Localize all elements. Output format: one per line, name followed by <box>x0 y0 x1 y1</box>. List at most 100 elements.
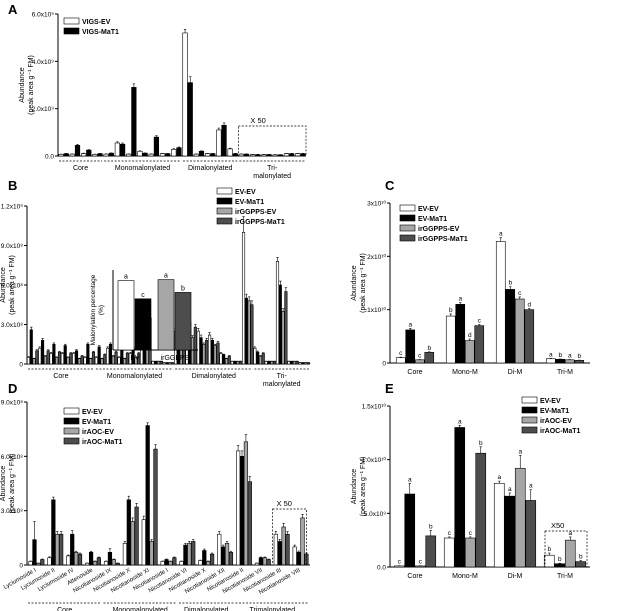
bar-E-EV-EV <box>443 537 455 568</box>
bar-B-EV-EV <box>287 361 291 365</box>
legend-label: EV-MaT1 <box>540 408 569 415</box>
bar-B-EV-MaT1 <box>86 343 90 365</box>
panel-c: C 0 1x10¹⁰ 2x10¹⁰ 3x10¹⁰ Abundance (peak area … <box>351 178 590 376</box>
legend-label: irGGPPS-MaT1 <box>235 219 285 226</box>
bar-E-irAOC-EV <box>414 565 426 568</box>
bar-A-VIGS-EV <box>148 153 154 157</box>
bar-A-VIGS-EV <box>114 142 120 157</box>
legend-swatch <box>63 427 80 435</box>
legend-label: irAOC-MaT1 <box>540 428 581 435</box>
bar-A-VIGS-EV <box>182 32 188 157</box>
bar-C-EV-EV <box>395 357 406 364</box>
y-tick-label: 1.5x10¹⁰ <box>362 403 387 411</box>
bar-B-EV-MaT1 <box>52 343 56 365</box>
x-tick-label: Tri-M <box>557 369 573 376</box>
scale-annotation: X50 <box>551 521 564 530</box>
bar-B-EV-MaT1 <box>301 362 305 365</box>
bar-B-EV-EV <box>162 362 166 365</box>
bar-B-EV-EV <box>219 353 223 365</box>
bar-E-EV-MaT1 <box>454 427 466 568</box>
bar-C-EV-MaT1 <box>405 329 416 364</box>
inset-letter: b <box>181 285 185 292</box>
bar-D-EV-MaT1 <box>183 544 188 566</box>
x-tick-label: Di-M <box>508 573 523 580</box>
bar-C-EV-EV <box>495 241 506 364</box>
bar-A-VIGS-MaT1 <box>131 87 137 157</box>
bar-A-VIGS-MaT1 <box>108 152 114 157</box>
bar-A-VIGS-MaT1 <box>86 149 92 157</box>
bar-B-irGGPPS-MaT1 <box>69 353 73 365</box>
panel-a: A 0.0 2.0x10⁹ 4.0x10⁹ 6.0x10⁹ Abundance (peak … <box>8 2 307 180</box>
inset-letter: a <box>164 273 168 280</box>
significance-letter: b <box>579 554 583 561</box>
bar-B-EV-MaT1 <box>222 354 226 365</box>
bar-D-irAOC-MaT1 <box>40 559 45 566</box>
significance-letter: c <box>518 290 522 297</box>
legend-swatch <box>521 396 538 404</box>
bar-B-EV-EV <box>298 362 302 365</box>
panel-d: D 0 3.0x10⁸ 6.0x10⁸ 9.0x10⁸ Abundance (peak ar… <box>0 381 310 611</box>
bar-D-EV-EV <box>179 561 184 566</box>
bar-A-VIGS-MaT1 <box>142 152 148 157</box>
bar-D-EV-MaT1 <box>88 552 94 566</box>
bar-D-irAOC-MaT1 <box>115 562 120 566</box>
legend-swatch <box>521 426 538 434</box>
bar-D-EV-MaT1 <box>258 557 263 566</box>
legend-label: EV-EV <box>540 398 561 405</box>
significance-letter: a <box>549 351 553 358</box>
group-label: Core <box>73 165 88 172</box>
bar-B-irGGPPS-MaT1 <box>35 350 39 365</box>
bar-D-irAOC-MaT1 <box>247 481 252 566</box>
legend-swatch <box>521 406 538 414</box>
bar-A-VIGS-EV <box>227 148 233 157</box>
legend-label: EV-EV <box>418 206 439 213</box>
bar-B-irGGPPS-MaT1 <box>216 342 220 365</box>
significance-letter: d <box>527 302 531 309</box>
bar-B-EV-MaT1 <box>210 339 214 365</box>
bar-B-EV-MaT1 <box>97 346 101 365</box>
panel-label: B <box>8 178 17 193</box>
bar-D-irAOC-MaT1 <box>228 552 234 566</box>
legend-label: EV-MaT1 <box>235 199 264 206</box>
y-tick-label: 9.0x10⁸ <box>1 243 24 250</box>
bar-D-irAOC-EV <box>55 533 60 566</box>
bar-D-EV-MaT1 <box>239 456 245 566</box>
bar-D-EV-EV <box>141 519 146 566</box>
group-label: Monomalonylated <box>113 607 168 611</box>
legend-swatch <box>63 437 80 445</box>
bar-E-irAOC-MaT1 <box>475 452 487 568</box>
inset-bar <box>134 298 152 351</box>
bar-D-irAOC-EV <box>224 542 230 566</box>
bar-B-irGGPPS-EV <box>213 345 217 365</box>
bar-B-irGGPPS-EV <box>123 358 127 365</box>
bar-D-EV-EV <box>85 562 90 566</box>
inset-bar <box>157 279 175 351</box>
bar-B-irGGPPS-MaT1 <box>193 326 197 365</box>
significance-letter: a <box>508 486 512 493</box>
significance-letter: a <box>529 483 533 490</box>
significance-letter: b <box>449 307 453 314</box>
group-label: Tri- <box>277 373 288 380</box>
bar-B-irGGPPS-EV <box>111 355 115 365</box>
bar-A-VIGS-EV <box>58 154 64 157</box>
significance-letter: a <box>497 474 501 481</box>
significance-letter: c <box>398 559 402 566</box>
bar-B-irGGPPS-EV <box>224 358 229 365</box>
bar-B-irGGPPS-EV <box>89 358 93 365</box>
x-tick-label: Mono-M <box>452 369 478 376</box>
legend-label: irGGPPS-EV <box>418 226 460 233</box>
legend-swatch <box>63 417 80 425</box>
scale-box <box>272 508 307 566</box>
bar-A-VIGS-EV <box>126 153 132 157</box>
bar-C-irGGPPS-MaT1 <box>424 352 435 364</box>
bar-B-irGGPPS-MaT1 <box>125 353 129 365</box>
scale-annotation: X 50 <box>250 116 265 125</box>
x-tick-label: Mono-M <box>452 573 478 580</box>
bar-B-EV-MaT1 <box>108 343 113 365</box>
bar-B-EV-MaT1 <box>199 337 203 365</box>
bar-E-EV-EV <box>543 554 555 568</box>
bar-D-EV-MaT1 <box>221 546 226 566</box>
bar-B-irGGPPS-MaT1 <box>239 361 243 365</box>
bar-D-EV-EV <box>236 450 241 566</box>
bar-B-irGGPPS-MaT1 <box>250 304 254 365</box>
